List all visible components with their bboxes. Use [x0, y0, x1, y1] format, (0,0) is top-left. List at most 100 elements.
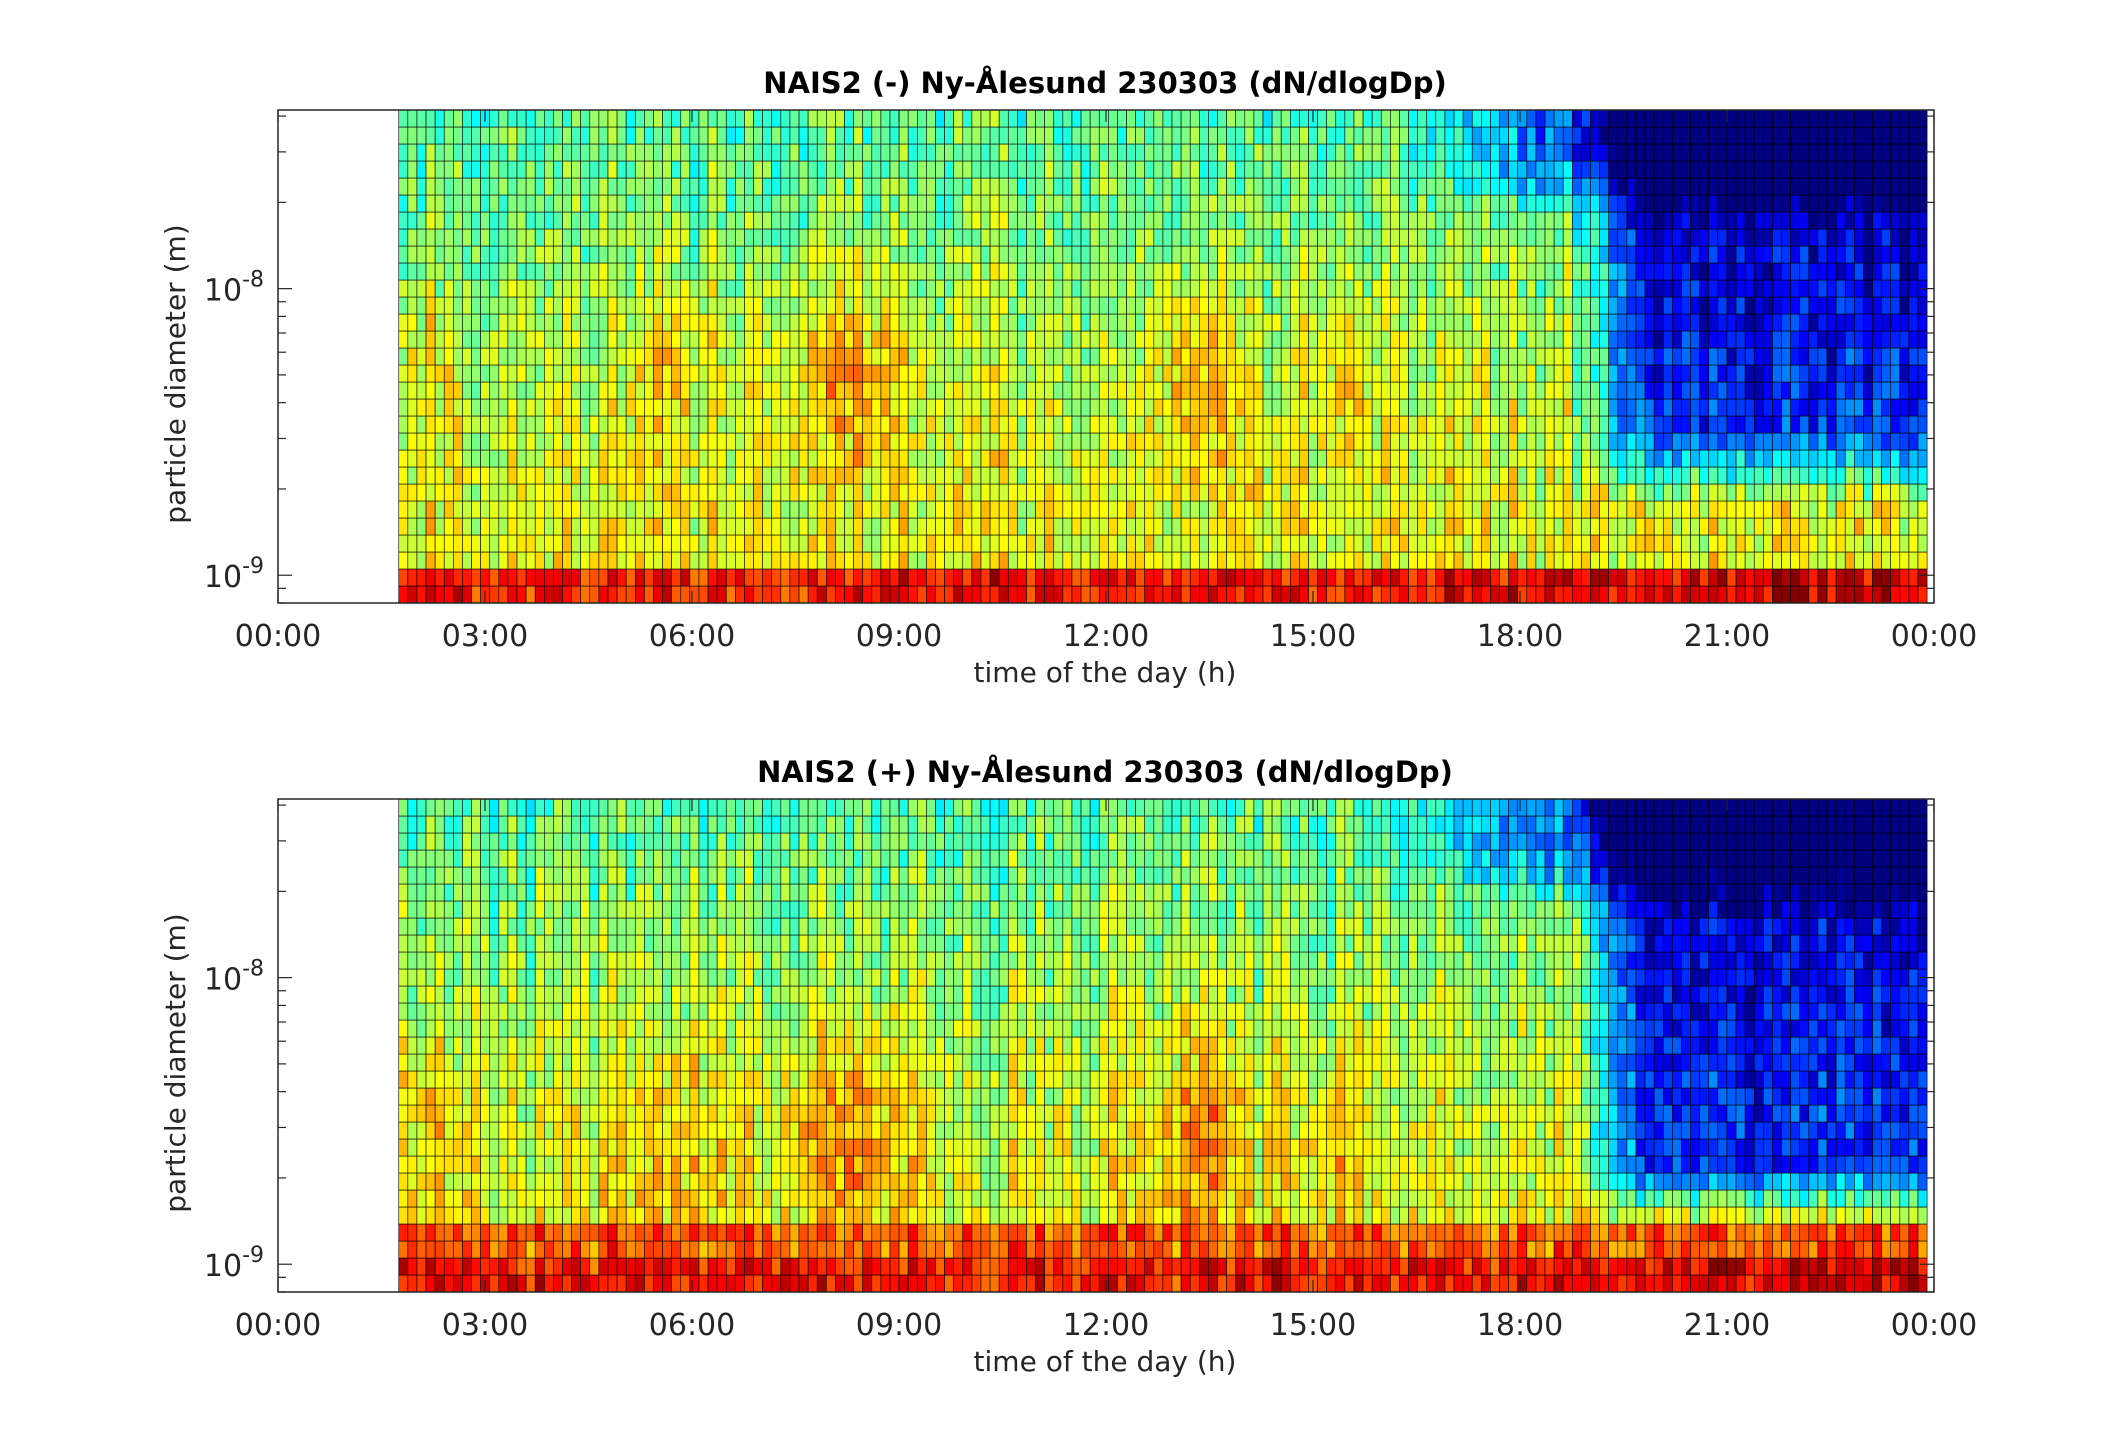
heatmap-cell	[1471, 143, 1482, 162]
heatmap-cell	[1244, 109, 1255, 128]
heatmap-cell	[644, 568, 654, 587]
heatmap-cell	[1353, 279, 1364, 298]
heatmap-cell	[862, 194, 873, 213]
heatmap-cell	[416, 466, 427, 485]
heatmap-cell	[1080, 500, 1091, 519]
heatmap-cell	[771, 432, 782, 451]
heatmap-cell	[1089, 177, 1100, 196]
heatmap-cell	[1572, 262, 1582, 281]
heatmap-cell	[1708, 466, 1719, 485]
heatmap-cell	[1662, 415, 1673, 434]
heatmap-cell	[1144, 330, 1155, 349]
heatmap-cell	[725, 500, 736, 519]
heatmap-cell	[434, 534, 445, 553]
heatmap-cell	[844, 330, 854, 349]
heatmap-cell	[1490, 466, 1500, 485]
heatmap-cell	[1826, 500, 1837, 519]
heatmap-cell	[443, 381, 454, 400]
heatmap-cell	[1662, 126, 1673, 145]
heatmap-cell	[1089, 381, 1100, 400]
heatmap-cell	[1162, 143, 1173, 162]
heatmap-cell	[616, 228, 627, 247]
heatmap-cell	[1080, 517, 1091, 536]
heatmap-cell	[443, 466, 454, 485]
heatmap-cell	[1035, 245, 1045, 264]
heatmap-cell	[1681, 432, 1691, 451]
heatmap-cell	[571, 109, 581, 128]
heatmap-cell	[698, 160, 709, 179]
heatmap-cell	[1253, 466, 1264, 485]
heatmap-cell	[1299, 245, 1309, 264]
heatmap-cell	[1399, 432, 1409, 451]
heatmap-cell	[989, 364, 1000, 383]
heatmap-cell	[1299, 432, 1309, 451]
heatmap-cell	[1790, 109, 1801, 128]
heatmap-cell	[1199, 211, 1209, 230]
heatmap-cell	[716, 347, 727, 366]
heatmap-cell	[1744, 262, 1755, 281]
heatmap-cell	[571, 398, 581, 417]
heatmap-cell	[916, 228, 927, 247]
heatmap-cell	[1790, 483, 1801, 502]
heatmap-cell	[762, 500, 773, 519]
heatmap-cell	[671, 483, 682, 502]
heatmap-cell	[989, 517, 1000, 536]
heatmap-cell	[1662, 211, 1673, 230]
heatmap-cell	[1271, 228, 1282, 247]
heatmap-cell	[962, 364, 973, 383]
heatmap-cell	[1189, 364, 1200, 383]
heatmap-cell	[1863, 245, 1873, 264]
heatmap-cell	[1208, 466, 1218, 485]
heatmap-cell	[1644, 534, 1655, 553]
heatmap-cell	[1080, 551, 1091, 570]
heatmap-cell	[1308, 279, 1318, 298]
heatmap-cell	[1135, 466, 1146, 485]
heatmap-cell	[1662, 364, 1673, 383]
heatmap-cell	[1635, 432, 1646, 451]
heatmap-cell	[1017, 262, 1027, 281]
heatmap-cell	[1908, 534, 1919, 553]
heatmap-cell	[853, 279, 864, 298]
heatmap-cell	[1672, 568, 1682, 587]
heatmap-cell	[826, 126, 836, 145]
heatmap-cell	[1362, 415, 1373, 434]
heatmap-cell	[880, 381, 891, 400]
heatmap-cell	[1326, 449, 1337, 468]
heatmap-cell	[1098, 330, 1109, 349]
heatmap-cell	[1481, 534, 1491, 553]
heatmap-cell	[1344, 160, 1355, 179]
heatmap-cell	[1280, 245, 1291, 264]
heatmap-cell	[880, 466, 891, 485]
heatmap-cell	[1035, 585, 1045, 604]
heatmap-cell	[1526, 551, 1537, 570]
heatmap-cell	[398, 1172, 409, 1191]
heatmap-cell	[871, 364, 882, 383]
heatmap-cell	[1353, 143, 1364, 162]
heatmap-cell	[1235, 551, 1246, 570]
heatmap-cell	[1089, 364, 1100, 383]
heatmap-cell	[998, 551, 1009, 570]
heatmap-cell	[1535, 347, 1546, 366]
heatmap-cell	[698, 585, 709, 604]
heatmap-cell	[1098, 245, 1109, 264]
heatmap-cell	[1308, 517, 1318, 536]
heatmap-cell	[589, 228, 600, 247]
heatmap-cell	[1826, 126, 1837, 145]
heatmap-cell	[1817, 432, 1828, 451]
heatmap-cell	[1017, 483, 1027, 502]
heatmap-cell	[1544, 551, 1555, 570]
heatmap-cell	[1162, 126, 1173, 145]
heatmap-cell	[1026, 381, 1036, 400]
heatmap-cell	[698, 262, 709, 281]
heatmap-cell	[1844, 432, 1855, 451]
heatmap-cell	[1208, 381, 1218, 400]
heatmap-cell	[1508, 364, 1519, 383]
heatmap-cell	[1735, 177, 1746, 196]
heatmap-cell	[1626, 347, 1637, 366]
heatmap-cell	[898, 534, 909, 553]
heatmap-cell	[816, 296, 827, 315]
heatmap-cell	[553, 211, 563, 230]
heatmap-cell	[1390, 432, 1400, 451]
heatmap-cell	[707, 432, 718, 451]
heatmap-cell	[1826, 296, 1837, 315]
